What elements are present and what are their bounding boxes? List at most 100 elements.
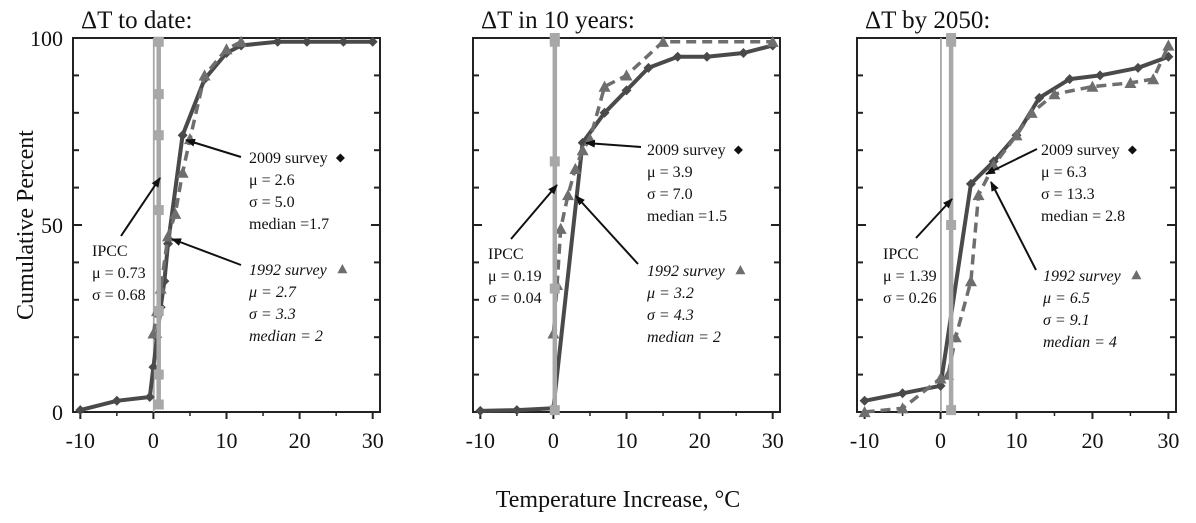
panel-title: ΔT by 2050: [865, 7, 990, 34]
data-point-square [549, 283, 560, 294]
annotation-2009-survey: 2009 survey μ = 2.6 σ = 5.0 median =1.7 [185, 138, 345, 233]
y-axis-label: Cumulative Percent [13, 130, 39, 320]
data-point-square [153, 36, 164, 47]
annotation-1992-sigma: σ = 9.1 [1043, 312, 1090, 329]
annotation-ipcc-mu: μ = 1.39 [883, 268, 937, 285]
legend-triangle-icon [735, 265, 746, 275]
series-line [480, 43, 774, 413]
annotation-arrow [915, 198, 953, 239]
data-point-diamond [75, 405, 86, 416]
data-point-triangle [1124, 76, 1137, 88]
data-point-triangle [147, 327, 160, 339]
plot-frame [72, 37, 381, 413]
data-point-square [153, 130, 164, 141]
series-line [79, 39, 373, 413]
series-ipcc [153, 36, 164, 410]
data-point-triangle [569, 162, 582, 174]
data-point-triangle [554, 222, 567, 234]
data-point-diamond [338, 36, 349, 47]
x-tick-label: 30 [362, 428, 384, 453]
annotation-ipcc-label: IPCC [488, 246, 524, 263]
annotation-arrow [575, 195, 639, 265]
y-tick-label: 50 [41, 213, 63, 238]
series-1992-survey [547, 35, 779, 339]
data-point-diamond [965, 178, 976, 189]
x-tick-label: 30 [762, 428, 784, 453]
series-line [864, 54, 1170, 403]
data-point-triangle [1025, 106, 1038, 118]
plot-frame [856, 37, 1177, 413]
data-point-diamond [701, 51, 712, 62]
annotation-2009-label: 2009 survey [647, 142, 726, 159]
legend-diamond-icon [1127, 145, 1137, 155]
annotation-arrow [120, 177, 161, 237]
chart-panel: ΔT by 2050: -10 0 10 20 30 2009 survey μ = 6.3 σ… [850, 7, 1179, 453]
x-tick-label: 30 [1157, 428, 1179, 453]
data-point-square [549, 156, 560, 167]
series-ipcc [549, 33, 560, 416]
data-point-triangle [972, 189, 985, 201]
data-point-diamond [897, 388, 908, 399]
x-tick-label: 0 [548, 428, 559, 453]
annotation-1992-mu: μ = 3.2 [646, 285, 694, 302]
legend-diamond-icon [733, 145, 743, 155]
series-line [151, 40, 242, 334]
panel-title: ΔT to date: [81, 7, 192, 34]
data-point-diamond [738, 47, 749, 58]
data-point-triangle [620, 69, 633, 81]
annotation-arrow [510, 184, 558, 240]
data-point-diamond [621, 85, 632, 96]
data-point-triangle [235, 35, 248, 47]
annotation-1992-median: median = 4 [1043, 334, 1117, 351]
data-point-triangle [896, 402, 909, 414]
x-tick-label: 20 [689, 428, 711, 453]
annotation-2009-label: 2009 survey [1041, 142, 1120, 159]
data-point-diamond [1064, 74, 1075, 85]
annotation-ipcc-sigma: σ = 0.68 [92, 287, 146, 304]
annotation-ipcc-label: IPCC [883, 246, 919, 263]
data-point-triangle [1162, 39, 1175, 51]
data-point-square [946, 33, 957, 43]
annotation-ipcc-label: IPCC [92, 243, 128, 260]
data-point-triangle [657, 35, 670, 47]
data-point-diamond [475, 405, 486, 416]
data-point-diamond [111, 395, 122, 406]
x-tick-label: 20 [289, 428, 311, 453]
annotation-1992-mu: μ = 2.7 [248, 284, 297, 301]
data-point-triangle [169, 207, 182, 219]
annotation-arrow [985, 148, 1038, 175]
annotation-2009-mu: μ = 2.6 [249, 172, 295, 189]
series-1992-survey [858, 39, 1175, 418]
data-point-diamond [144, 392, 155, 403]
data-point-triangle [1010, 129, 1023, 141]
data-point-triangle [162, 230, 175, 242]
x-tick-label: 0 [935, 428, 946, 453]
annotation-2009-sigma: σ = 13.3 [1041, 186, 1095, 203]
annotation-ipcc: IPCC μ = 0.73 σ = 0.68 [92, 177, 161, 304]
x-tick-label: 10 [216, 428, 238, 453]
annotation-arrow [585, 139, 642, 148]
x-tick-label: -10 [466, 428, 495, 453]
annotation-ipcc-mu: μ = 0.73 [92, 265, 146, 282]
x-axis-label: Temperature Increase, °C [496, 487, 740, 513]
annotation-1992-label: 1992 survey [647, 263, 726, 280]
annotation-2009-survey: 2009 survey μ = 6.3 σ = 13.3 median = 2.8 [985, 142, 1137, 225]
annotation-1992-survey: 1992 survey μ = 6.5 σ = 9.1 median = 4 [990, 181, 1142, 351]
data-point-diamond [511, 405, 522, 416]
annotation-ipcc-mu: μ = 0.19 [488, 268, 542, 285]
data-point-square [946, 405, 957, 416]
data-point-square [153, 89, 164, 100]
annotation-2009-label: 2009 survey [249, 150, 328, 167]
annotation-2009-mu: μ = 3.9 [647, 164, 693, 181]
annotation-ipcc-sigma: σ = 0.04 [488, 290, 542, 307]
data-point-square [153, 306, 164, 317]
annotation-2009-median: median =1.5 [647, 208, 727, 225]
annotation-1992-survey: 1992 survey μ = 2.7 σ = 3.3 median = 2 [171, 238, 348, 345]
data-point-triangle [934, 372, 947, 384]
annotation-1992-sigma: σ = 3.3 [249, 306, 296, 323]
legend-triangle-icon [337, 264, 348, 274]
annotation-1992-median: median = 2 [249, 328, 323, 345]
